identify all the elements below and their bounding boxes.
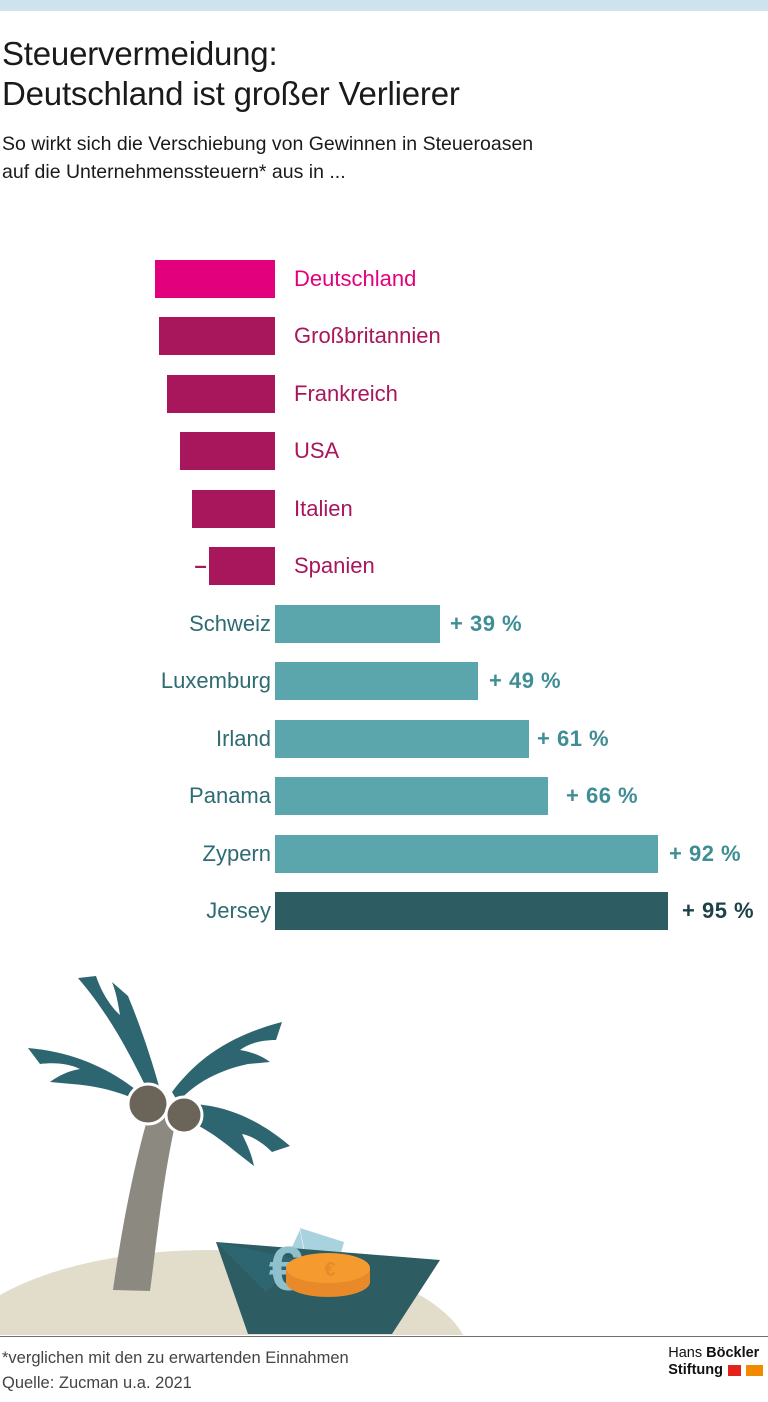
bar-label-zypern: Zypern: [202, 840, 271, 866]
bar-label-frankreich: Frankreich: [294, 380, 398, 406]
bar-zypern: [275, 834, 658, 873]
logo-square-orange-icon: [746, 1365, 763, 1376]
bar-italien: [192, 489, 275, 528]
page-subtitle: So wirkt sich die Verschiebung von Gewin…: [2, 133, 534, 183]
palm-trunk-icon: [113, 1110, 178, 1291]
bar-row-deutschland: – 29 % Deutschland: [0, 250, 768, 308]
bar-label-deutschland: Deutschland: [294, 265, 417, 291]
bar-row-zypern: Zypern + 92 %: [0, 825, 768, 883]
paper-boat-icon: € €: [216, 1228, 440, 1334]
bar-row-frankreich: – 26 % Frankreich: [0, 365, 768, 423]
bar-value-irland: + 61 %: [537, 725, 610, 751]
bar-deutschland: [155, 259, 275, 298]
bar-label-usa: USA: [294, 438, 340, 464]
bar-row-grossbritannien: – 28 % Großbritannien: [0, 308, 768, 366]
logo-boeckler: Böckler: [706, 1345, 760, 1361]
bar-row-panama: Panama + 66 %: [0, 768, 768, 826]
bar-jersey: [275, 892, 668, 931]
page-title: Steuervermeidung: Deutschland ist großer…: [2, 35, 460, 112]
bar-label-italien: Italien: [294, 495, 353, 521]
bar-luxemburg: [275, 662, 478, 701]
hans-boeckler-stiftung-logo: Hans Böckler Stiftung: [668, 1345, 763, 1379]
bar-value-panama: + 66 %: [566, 783, 639, 809]
bar-label-irland: Irland: [215, 725, 271, 751]
bar-schweiz: [275, 604, 440, 643]
bar-frankreich: [167, 374, 275, 413]
logo-hans: Hans: [668, 1345, 707, 1361]
coin-euro-icon: €: [324, 1259, 335, 1281]
bar-row-schweiz: Schweiz + 39 %: [0, 595, 768, 653]
bar-value-zypern: + 92 %: [669, 840, 742, 866]
bar-irland: [275, 719, 529, 758]
bar-row-italien: – 20 % Italien: [0, 480, 768, 538]
logo-line-1: Hans Böckler: [668, 1345, 763, 1362]
bar-label-luxemburg: Luxemburg: [160, 668, 271, 694]
bar-spanien: [209, 547, 275, 586]
bar-row-jersey: Jersey + 95 %: [0, 883, 768, 941]
bar-value-luxemburg: + 49 %: [489, 668, 562, 694]
bar-label-grossbritannien: Großbritannien: [294, 323, 441, 349]
bar-label-spanien: Spanien: [294, 553, 375, 579]
bar-value-schweiz: + 39 %: [450, 610, 523, 636]
coconuts-icon: [126, 1082, 204, 1135]
bar-panama: [275, 777, 548, 816]
bar-row-usa: – 23 % USA: [0, 423, 768, 481]
logo-stiftung: Stiftung: [668, 1362, 723, 1378]
bar-row-spanien: – 16 % Spanien: [0, 538, 768, 596]
footer-divider: [0, 1336, 768, 1337]
coin-top-icon: [286, 1253, 370, 1283]
bar-value-jersey: + 95 %: [682, 898, 755, 924]
header: Steuervermeidung: Deutschland ist großer…: [0, 34, 742, 186]
bar-grossbritannien: [159, 317, 275, 356]
logo-square-red-icon: [728, 1365, 741, 1376]
bar-row-irland: Irland + 61 %: [0, 710, 768, 768]
bar-usa: [180, 432, 275, 471]
palm-island-illustration: € €: [0, 960, 768, 1402]
bar-row-luxemburg: Luxemburg + 49 %: [0, 653, 768, 711]
bar-label-panama: Panama: [189, 783, 271, 809]
footnote-text: *verglichen mit den zu erwartenden Einna…: [2, 1349, 349, 1392]
boat-hull-front-icon: [216, 1242, 300, 1292]
logo-line-2: Stiftung: [668, 1362, 763, 1379]
top-accent-bar: [0, 0, 768, 11]
bar-label-schweiz: Schweiz: [189, 610, 271, 636]
bar-chart: – 29 % Deutschland – 28 % Großbritannien…: [0, 250, 768, 940]
bar-label-jersey: Jersey: [206, 898, 271, 924]
